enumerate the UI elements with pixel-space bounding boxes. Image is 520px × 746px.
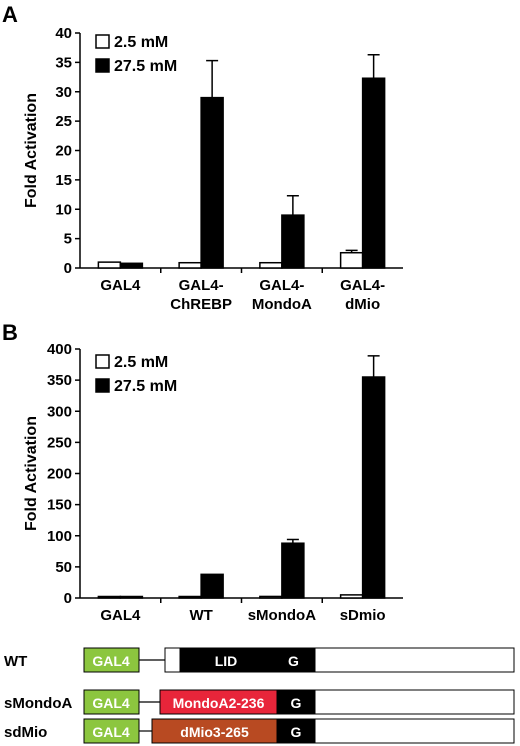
- chart-panel-a: 0 5 10 15 20 25 30 35 40 Fold Activation GAL4 GAL4-…: [23, 25, 403, 313]
- domain-box: [276, 718, 316, 744]
- gal4-domain-label: GAL4: [92, 695, 130, 711]
- legend-label: 2.5 mM: [114, 354, 168, 371]
- bar-high-2: [200, 96, 224, 269]
- bar-high-3: [281, 542, 305, 599]
- y-axis-label: Fold Activation: [23, 416, 40, 531]
- y-tick-label: 20: [55, 143, 72, 160]
- bar-high-1: [119, 262, 144, 269]
- chart-panel-b: 0 50 100 150 200 250 300 350 400 Fold Activation G…: [23, 341, 403, 624]
- y-tick-label: 35: [55, 54, 72, 71]
- bar-high-4: [361, 77, 386, 269]
- y-tick-label: 25: [55, 113, 72, 130]
- bar-high-1: [119, 595, 144, 599]
- bar-high-4: [361, 376, 386, 599]
- protein-region: [314, 647, 515, 673]
- protein-region: [314, 718, 515, 744]
- y-tick-label: 0: [64, 260, 72, 277]
- gal4-domain-label: GAL4: [92, 724, 130, 740]
- y-tick-label: 30: [55, 84, 72, 101]
- x-tick-label: dMio: [345, 296, 380, 313]
- y-axis-label: Fold Activation: [23, 93, 40, 208]
- bar-low-2: [178, 261, 202, 269]
- y-tick-label: 50: [55, 559, 72, 576]
- y-tick-label: 400: [47, 341, 72, 358]
- legend-label: 27.5 mM: [114, 58, 177, 75]
- x-tick-label: GAL4: [100, 277, 141, 294]
- x-tick-label: sMondoA: [248, 607, 316, 624]
- domain-box: [276, 689, 316, 715]
- construct-label-2: sMondoA: [4, 695, 72, 712]
- bar-low-3: [259, 595, 283, 599]
- bar-low-2: [178, 595, 202, 599]
- y-tick-label: 5: [64, 231, 72, 248]
- legend-swatch: [95, 378, 110, 393]
- x-tick-label: GAL4-: [340, 277, 385, 294]
- y-tick-label: 10: [55, 201, 72, 218]
- bar-low-1: [97, 261, 122, 269]
- y-tick-label: 0: [64, 590, 72, 607]
- x-tick-label: ChREBP: [170, 296, 232, 313]
- y-tick-label: 200: [47, 466, 72, 483]
- legend-swatch: [95, 354, 110, 369]
- y-tick-label: 100: [47, 528, 72, 545]
- y-tick-label: 15: [55, 172, 72, 189]
- domain-label: LID: [215, 653, 238, 669]
- y-tick-label: 150: [47, 497, 72, 514]
- domain-box: [179, 647, 273, 673]
- x-tick-label: GAL4-: [259, 277, 304, 294]
- protein-region: [314, 689, 515, 715]
- legend-label: 2.5 mM: [114, 34, 168, 51]
- domain-label: G: [288, 653, 299, 669]
- domain-box: [159, 689, 278, 715]
- panel-letter-a: A: [2, 2, 18, 27]
- y-tick-label: 350: [47, 372, 72, 389]
- x-tick-label: MondoA: [252, 296, 312, 313]
- domain-label: G: [291, 724, 302, 740]
- construct-label-3: sdMio: [4, 724, 47, 741]
- gal4-domain: [83, 647, 140, 673]
- construct-label-1: WT: [4, 653, 27, 670]
- y-tick-label: 40: [55, 25, 72, 42]
- gal4-domain-label: GAL4: [92, 653, 130, 669]
- legend-label: 27.5 mM: [114, 378, 177, 395]
- x-tick-label: GAL4-: [179, 277, 224, 294]
- legend-swatch: [95, 58, 110, 73]
- protein-region: [164, 647, 181, 673]
- domain-box: [271, 647, 316, 673]
- bar-low-4: [339, 251, 364, 269]
- bar-high-2: [200, 573, 224, 599]
- y-tick-label: 250: [47, 434, 72, 451]
- x-tick-label: GAL4: [100, 607, 141, 624]
- domain-label: G: [291, 695, 302, 711]
- bar-low-4: [339, 594, 364, 599]
- domain-label: dMio3-265: [180, 724, 249, 740]
- panel-letter-b: B: [2, 320, 18, 345]
- domain-label: MondoA2-236: [173, 695, 265, 711]
- gal4-domain: [83, 718, 140, 744]
- x-tick-label: WT: [189, 607, 212, 624]
- bar-high-3: [281, 214, 305, 269]
- legend-swatch: [95, 34, 110, 49]
- bar-low-3: [259, 261, 283, 269]
- y-tick-label: 300: [47, 403, 72, 420]
- x-tick-label: sDmio: [340, 607, 386, 624]
- bar-low-1: [97, 595, 122, 599]
